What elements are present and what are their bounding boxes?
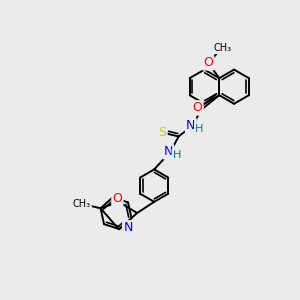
Text: O: O bbox=[203, 56, 213, 69]
Text: CH₃: CH₃ bbox=[73, 199, 91, 209]
Text: N: N bbox=[186, 119, 195, 132]
Text: CH₃: CH₃ bbox=[214, 43, 232, 53]
Text: H: H bbox=[195, 124, 203, 134]
Text: O: O bbox=[193, 101, 202, 114]
Text: S: S bbox=[158, 125, 166, 139]
Text: N: N bbox=[123, 221, 133, 234]
Text: O: O bbox=[112, 192, 122, 205]
Text: N: N bbox=[164, 145, 173, 158]
Text: H: H bbox=[173, 150, 181, 160]
